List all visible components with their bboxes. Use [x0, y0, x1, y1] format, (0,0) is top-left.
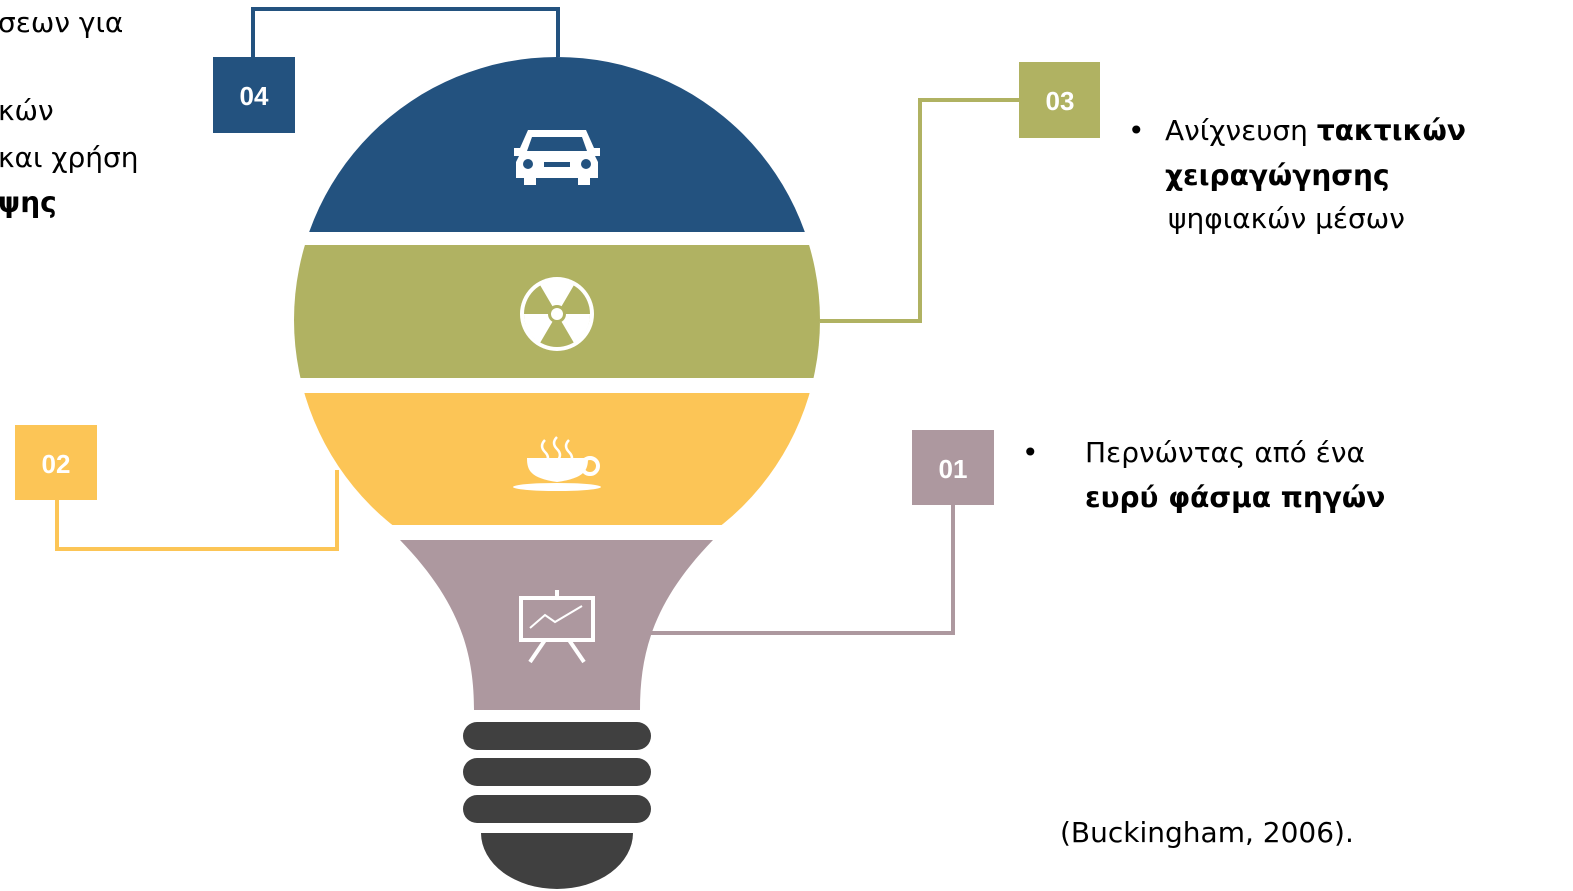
car-icon [514, 130, 600, 185]
connector [253, 9, 558, 57]
step-number: 02 [42, 449, 71, 479]
step-number: 03 [1046, 86, 1075, 116]
number-box: 01 [912, 430, 994, 505]
number-box: 02 [15, 425, 97, 500]
step-text: • Περνώντας από ένα ευρύ φάσμα πηγών [1022, 436, 1385, 514]
bullet: • [1022, 436, 1039, 469]
text-line: και χρήση [0, 141, 139, 174]
left-text: σεων για κών και χρήση ψης [0, 6, 139, 219]
connector [57, 470, 337, 549]
number-box: 03 [1019, 62, 1100, 138]
bulb-neck [400, 540, 713, 710]
text-line: κών [0, 94, 54, 127]
citation: (Buckingham, 2006). [1060, 816, 1354, 849]
step-text: • Ανίχνευση τακτικών χειραγώγησης ψηφιακ… [1128, 114, 1466, 235]
bulb-base [463, 722, 651, 889]
text-line: ψηφιακών μέσων [1168, 202, 1405, 235]
text-line: σεων για [0, 6, 123, 39]
step-number: 01 [939, 454, 968, 484]
text-line: ευρύ φάσμα πηγών [1085, 481, 1385, 514]
text-line: Περνώντας από ένα [1085, 436, 1365, 469]
step-number: 04 [240, 81, 269, 111]
text-line: ψης [0, 186, 57, 219]
slide: σεων για κών και χρήση ψης [0, 0, 1573, 891]
number-box: 04 [213, 57, 295, 133]
connector [820, 100, 1019, 321]
radiation-icon [520, 277, 594, 351]
text-line: Ανίχνευση τακτικών [1165, 114, 1466, 147]
text-line: χειραγώγησης [1165, 159, 1390, 192]
text-span: τακτικών [1317, 114, 1466, 147]
text-span: Ανίχνευση [1165, 114, 1317, 147]
bullet: • [1128, 114, 1145, 147]
